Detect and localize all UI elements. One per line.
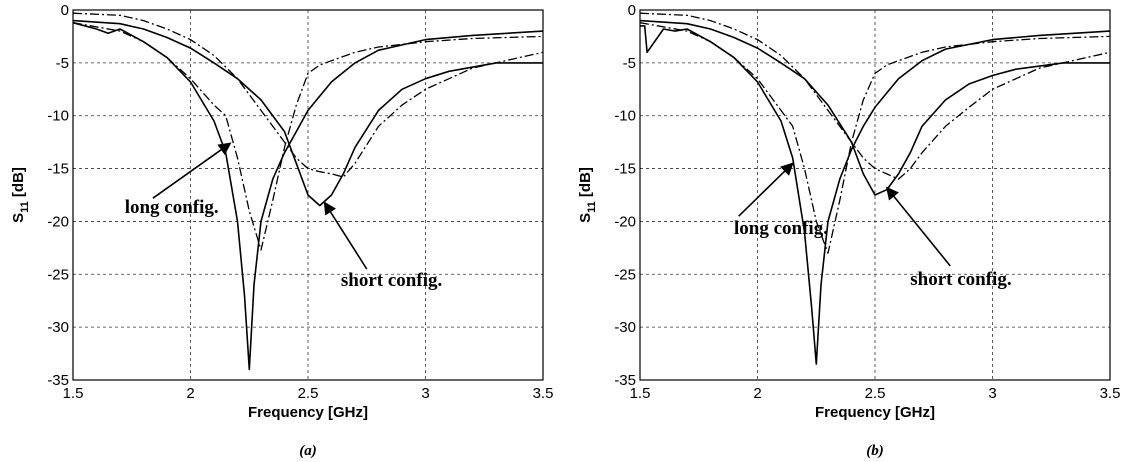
y-tick-label: -20 [47,213,69,230]
annotation-label: long config. [734,218,828,239]
annotation-label: short config. [910,269,1011,290]
y-tick-label: -30 [614,319,636,336]
figure-caption: (a) [299,443,317,459]
y-axis-label-main: S [10,213,27,223]
series-line-4 [639,12,1111,180]
plot-frame [72,9,544,381]
series-line-2 [72,19,543,207]
y-tick-label: -10 [614,108,636,125]
y-tick-label: 0 [61,2,69,19]
x-tick-label: 1.5 [63,385,84,402]
figure-caption: (b) [866,443,884,459]
annotation-arrow [152,142,232,199]
x-tick-label: 3 [421,385,429,402]
y-axis-label-main: S [577,213,594,223]
x-tick-label: 2.5 [298,385,319,402]
series-line-1 [640,25,1111,365]
y-tick-label: -25 [614,266,636,283]
annotation-label: long config. [125,197,219,218]
annotation-label: short config. [341,270,442,291]
y-tick-label: -10 [47,108,69,125]
x-tick-label: 1.5 [630,385,651,402]
chart-b: 1.5 2 2.5 3 3.5 0 -5 -10 -15 -20 -25 -30 -35 Frequenc… [577,2,1121,459]
x-axis-label: Frequency [GHz] [248,404,368,421]
y-axis-label-sub: 11 [19,201,31,213]
y-tick-label: -30 [47,319,69,336]
x-tick-label: 2.5 [865,385,886,402]
y-axis-label-unit: [dB] [10,167,27,201]
chart-panel-b: 1.5 2 2.5 3 3.5 0 -5 -10 -15 -20 -25 -30 -35 Frequenc… [567,0,1127,462]
series-line-4 [72,12,544,178]
series-group [639,12,1111,365]
y-axis-label-unit: [dB] [577,167,594,201]
x-tick-label: 3 [988,385,996,402]
series-line-2 [639,19,1110,196]
annotation-arrow [885,186,951,267]
x-tick-label: 2 [186,385,194,402]
y-tick-label: -15 [614,161,636,178]
y-tick-label: -15 [47,161,69,178]
series-line-3 [639,22,1111,254]
y-axis-label: S11 [dB] [10,167,31,223]
y-tick-label: -5 [56,55,69,72]
y-axis-label: S11 [dB] [577,167,598,223]
annotation-arrow [738,162,794,217]
chart-a: 1.5 2 2.5 3 3.5 0 -5 -10 -15 -20 -25 -30 -35 Frequenc… [10,2,554,459]
series-group [72,12,544,371]
x-axis-label: Frequency [GHz] [815,404,935,421]
grid [640,10,1110,380]
y-tick-label: -5 [623,55,636,72]
x-tick-label: 2 [753,385,761,402]
x-tick-label: 3.5 [1100,385,1121,402]
y-tick-label: -35 [614,372,636,389]
y-tick-label: -35 [47,372,69,389]
y-tick-label: -20 [614,213,636,230]
chart-panel-a: 1.5 2 2.5 3 3.5 0 -5 -10 -15 -20 -25 -30 -35 Frequenc… [0,0,560,462]
y-axis-label-sub: 11 [586,201,598,213]
y-tick-label: -25 [47,266,69,283]
series-line-3 [72,22,544,251]
y-tick-label: 0 [628,2,636,19]
x-tick-label: 3.5 [533,385,554,402]
annotation-arrow [323,201,368,270]
plot-frame [639,9,1111,381]
